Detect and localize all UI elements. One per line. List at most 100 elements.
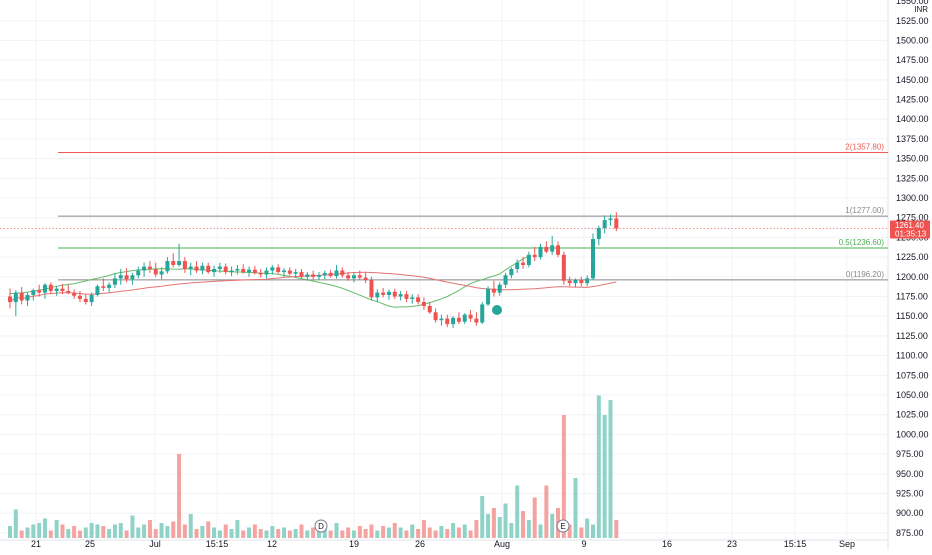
volume-bar	[585, 518, 590, 538]
volume-bar	[480, 496, 485, 538]
candle-body	[287, 270, 292, 274]
candle	[439, 314, 444, 326]
candle	[451, 316, 456, 329]
volume-bar	[392, 523, 397, 538]
candle	[579, 276, 584, 287]
price-tick-label: 1450.00	[896, 75, 929, 85]
candle	[223, 263, 228, 275]
candle-body	[293, 272, 298, 274]
fib-levels[interactable]: 2(1357.80) 1(1277.00) 0.5(1236.60) 0(1196.2…	[0, 142, 888, 281]
time-tick-label: Sep	[839, 539, 855, 549]
candle-body	[468, 314, 473, 319]
volume-bar	[223, 524, 228, 538]
volume-bar	[486, 514, 491, 538]
candle-body	[591, 239, 595, 279]
candle	[95, 284, 100, 297]
candle	[357, 270, 362, 280]
candle	[311, 270, 316, 280]
price-axis[interactable]: 1525.00 1500.00 1475.00 1450.00 1425.00 1400.…	[890, 0, 930, 538]
event-marker-d[interactable]: D	[314, 519, 328, 533]
volume-bar	[89, 523, 94, 538]
candle	[89, 292, 94, 306]
last-price-value: 1261.40	[895, 221, 924, 230]
candle-body	[177, 261, 182, 266]
candle	[567, 276, 572, 287]
candle-body	[509, 268, 514, 276]
price-tick-label: 1025.00	[896, 410, 929, 420]
volume-bars	[8, 395, 619, 538]
price-tick-label: 1050.00	[896, 390, 929, 400]
candle	[363, 272, 368, 284]
volume-bar	[357, 526, 362, 538]
candle-body	[521, 262, 526, 266]
candle	[328, 269, 333, 278]
candle	[585, 275, 590, 287]
candle-body	[247, 269, 252, 273]
candle-body	[31, 290, 36, 295]
volume-bar	[398, 527, 403, 538]
volume-bar	[416, 529, 421, 538]
volume-bar	[474, 520, 479, 538]
volume-bar	[31, 524, 36, 538]
volume-bar	[101, 526, 106, 538]
event-marker-e[interactable]: E	[556, 519, 570, 533]
candle-body	[229, 270, 234, 273]
volume-bar	[386, 527, 391, 538]
volume-bar	[48, 530, 53, 538]
candle-body	[316, 275, 321, 277]
moving-averages	[9, 255, 617, 308]
time-axis[interactable]: 21 25 Jul 15:15 12 19 26 Aug 9 16 23 15:15 Sep	[31, 539, 855, 549]
candle-body	[159, 271, 164, 275]
candle	[421, 297, 426, 310]
volume-bar	[538, 524, 543, 538]
volume-bar	[229, 529, 234, 538]
candle	[66, 284, 71, 295]
volume-bar	[433, 530, 438, 538]
candle-body	[83, 298, 88, 303]
volume-bar	[147, 520, 152, 538]
candle-body	[515, 262, 520, 269]
volume-bar	[212, 527, 217, 538]
candle-body	[334, 270, 339, 277]
candle	[561, 251, 566, 285]
volume-bar	[526, 520, 531, 538]
candle	[165, 257, 170, 274]
candle	[118, 268, 123, 285]
candle-body	[573, 279, 578, 284]
price-tick-label: 1550.00	[896, 0, 929, 6]
candle	[556, 241, 561, 258]
volume-bar	[25, 527, 30, 538]
candle-body	[439, 318, 444, 321]
candle-body	[579, 279, 584, 284]
candle-body	[351, 275, 356, 279]
candle	[573, 278, 578, 288]
candle	[270, 265, 275, 275]
candle-body	[538, 246, 543, 258]
candle-body	[54, 288, 59, 292]
time-tick-label: 15:15	[206, 539, 229, 549]
volume-bar	[427, 527, 432, 538]
volume-bar	[445, 529, 450, 538]
time-tick-label: 9	[581, 539, 586, 549]
volume-bar	[381, 526, 386, 538]
time-tick-label: 15:15	[784, 539, 807, 549]
candle-body	[48, 284, 53, 292]
candle	[287, 267, 292, 276]
volume-bar	[340, 530, 345, 538]
candle	[416, 294, 421, 305]
candle-body	[130, 275, 135, 280]
fib-level-label: 2(1357.80)	[845, 142, 884, 151]
volume-bar	[346, 527, 351, 538]
volume-bar	[561, 415, 566, 538]
candle	[83, 294, 88, 305]
candle-body	[480, 304, 485, 323]
volume-bar	[54, 520, 59, 538]
time-tick-label: 12	[267, 539, 277, 549]
volume-bar	[439, 526, 444, 538]
candle	[200, 262, 205, 275]
volume-bar	[503, 503, 508, 538]
candle	[544, 241, 549, 254]
